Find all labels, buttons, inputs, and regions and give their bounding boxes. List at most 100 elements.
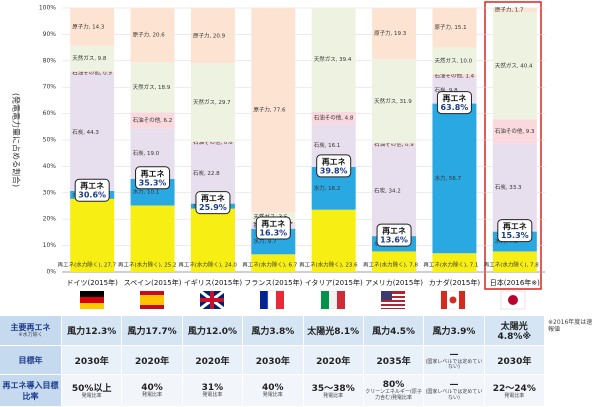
bar-segment (190, 141, 235, 144)
y-tick-label: 0% (46, 269, 56, 276)
bar-segment (70, 8, 115, 46)
cell-main: 2030年 (497, 356, 532, 367)
callout-box (135, 166, 171, 190)
bar-segment (130, 112, 175, 129)
data-label: 天然ガス, 18.9 (133, 83, 171, 91)
cell-main: — (449, 349, 459, 360)
table-cell: 風力17.7% (122, 316, 183, 346)
table-cell: 80% クリーンエネルギー(原子力含む)発電比率 (363, 375, 425, 407)
cell-main: 40% (262, 382, 284, 393)
bar-segment (190, 8, 235, 64)
data-label: 石炭, 33.3 (495, 184, 522, 191)
table-cell: 40% 発電比率 (122, 375, 183, 407)
callout-value: 30.6% (78, 191, 106, 200)
data-label: 石油その他, 0.9 (72, 68, 112, 76)
table-cell: 風力3.9% (424, 316, 485, 346)
cell-sub: 発電比率 (81, 393, 102, 400)
x-tick-label: スペイン(2015年) (124, 278, 182, 287)
data-label: 水力, 16.2 (314, 184, 341, 192)
data-label: 石炭, 44.3 (72, 129, 99, 136)
cell-main: 2030年 (255, 356, 290, 367)
highlight-box (484, 1, 542, 290)
data-label: 原子力, 20.6 (133, 31, 166, 39)
cell-main: 2020年 (316, 356, 351, 367)
cell-main: 31% (201, 382, 224, 393)
cell-main: 40% (141, 382, 163, 393)
data-label: 石油その他, 0.6 (193, 138, 233, 146)
cell-main: 22～24% (492, 384, 536, 395)
bar-segment (251, 7, 296, 213)
cell-sub: 発電比率 (202, 391, 223, 398)
callout-title: 再エネ (80, 181, 104, 191)
data-label: 再エネ(水力除く), 24.0 (178, 261, 237, 269)
callout-value: 15.3% (501, 231, 529, 240)
cell-main: — (449, 380, 459, 390)
data-label: 石炭, 19.0 (133, 150, 160, 157)
y-tick-label: 20% (43, 216, 57, 223)
bar-segment (432, 103, 477, 254)
cell-sub: 発電比率 (323, 393, 344, 400)
x-tick-label: イタリア(2015年) (305, 278, 363, 287)
table-cell: 風力12.0% (182, 316, 244, 346)
callout-value: 39.8% (320, 166, 348, 175)
row-header-title: 主要再エネ (10, 323, 51, 333)
row-header: 主要再エネ ※水力除く (0, 316, 62, 346)
table-cell: 風力12.3% (62, 316, 123, 346)
cell-main: 35～38% (311, 384, 355, 395)
bar-segment (492, 251, 537, 272)
callout-box (497, 219, 533, 243)
bar-segment (492, 12, 537, 120)
cell-main: 風力12.3% (67, 327, 117, 337)
cell-main: 2035年 (376, 356, 411, 367)
chart: (発電電力量に占める割合) 0% 10% 20% 30% 40% 50% 60% 70% 80%… (12, 1, 545, 311)
data-label: 再エネ(水力除く), 27.7 (58, 261, 117, 269)
cell-main: 50%以上 (71, 384, 112, 395)
data-label: 原子力, 20.9 (193, 31, 226, 39)
bar-segment (70, 71, 115, 74)
x-tick-label: ドイツ(2015年) (67, 278, 119, 287)
table-cell: 太陽光4.8%※ (484, 316, 545, 346)
data-label: 原子力, 14.3 (72, 22, 105, 30)
table-cell: 50%以上 発電比率 (62, 375, 123, 407)
cell-sub: (国家レベルでは定めていない) (425, 389, 483, 401)
bar-segment (432, 74, 477, 78)
row-header: 再エネ導入目標比率 (0, 375, 62, 407)
row-header-title: 再エネ導入目標比率 (2, 380, 59, 401)
data-label: 石炭, 9.8 (434, 87, 458, 94)
table-cell: 風力4.5% (363, 316, 425, 346)
x-tick-label: カナダ(2015年) (429, 278, 481, 287)
data-label: 原子力, 15.1 (434, 23, 466, 31)
data-label: 再エネ(水力除く), 25.2 (118, 261, 177, 269)
bar-segment (492, 143, 537, 232)
callout-box (74, 178, 110, 202)
bar-segment (432, 7, 477, 48)
bar-segment (190, 63, 235, 142)
table-note: ※2016年度は速報値 (548, 319, 593, 333)
table-cell: 2020年 (303, 346, 364, 375)
table-cell: 2030年 (484, 346, 545, 375)
data-label: 再エネ(水力除く), 7.8 (484, 261, 540, 269)
bar-segment (372, 143, 417, 146)
row-header: 目標年 (0, 346, 62, 375)
data-label: 石炭, 34.2 (374, 187, 401, 194)
bar-segment (70, 198, 115, 272)
cell-main: 太陽光8.1% (307, 327, 360, 337)
callout-value: 13.6% (380, 236, 408, 245)
bar-segment (190, 208, 235, 272)
bar-segment (432, 253, 477, 272)
cell-main: 風力4.5% (372, 327, 416, 337)
x-tick-label: 日本(2016年※) (490, 278, 540, 287)
bar-segment (492, 119, 537, 144)
callout-value: 16.3% (259, 228, 287, 237)
data-label: 水力, 9.7 (253, 237, 277, 245)
cell-main: 風力3.9% (432, 327, 476, 337)
cell-sub: 発電比率 (504, 393, 525, 400)
y-axis-label: (発電電力量に占める割合) (12, 93, 22, 187)
table-cell: 風力3.8% (243, 316, 304, 346)
y-tick-label: 80% (43, 57, 57, 64)
data-label: 石炭, 22.8 (193, 170, 220, 177)
x-tick-label: イギリス(2015年) (184, 278, 243, 287)
data-label: 原子力, 77.6 (253, 106, 286, 114)
